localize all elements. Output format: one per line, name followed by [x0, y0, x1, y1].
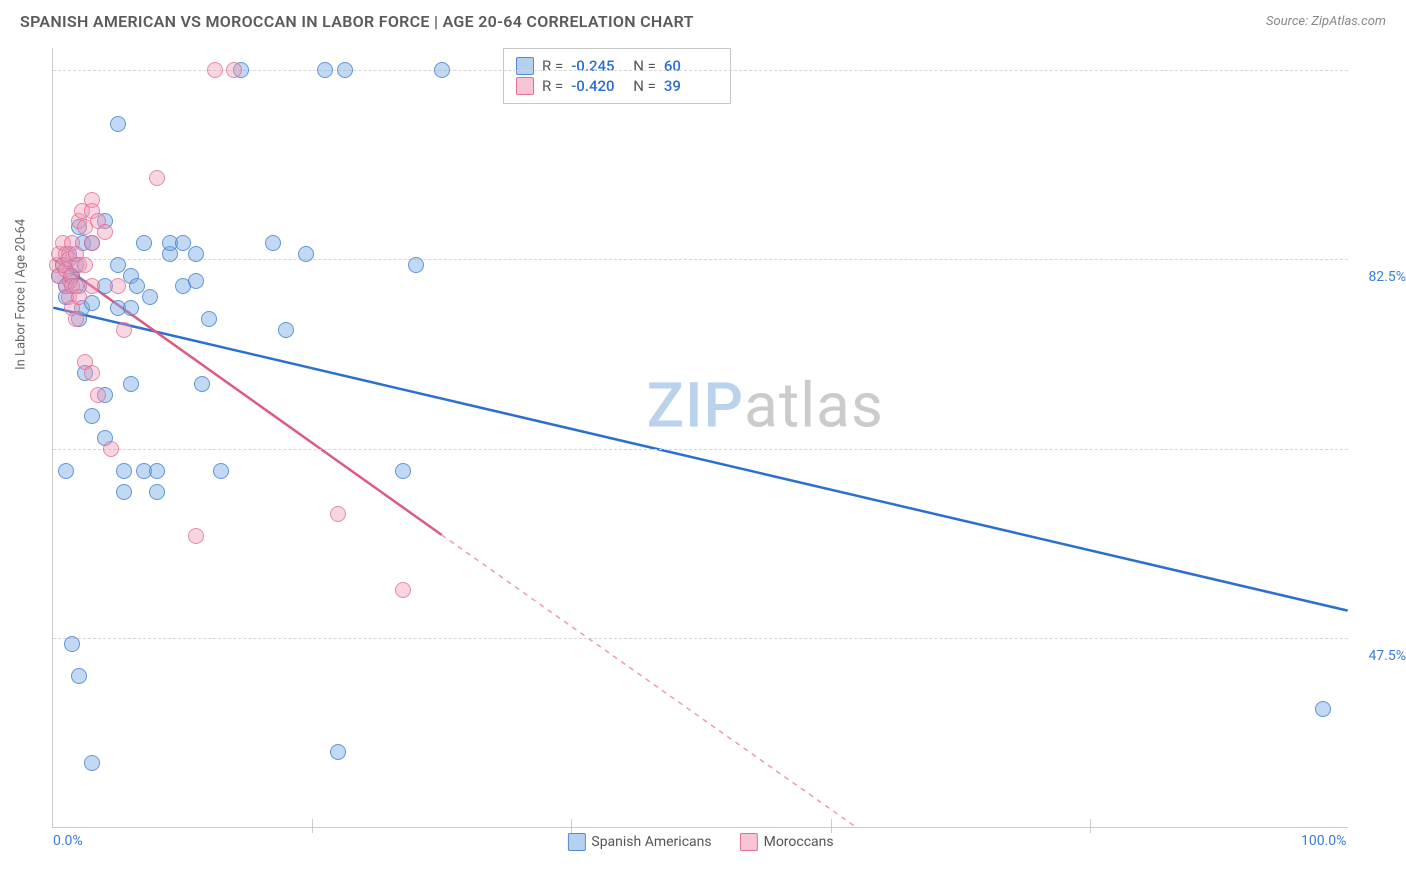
- x-tick-label: 100.0%: [1301, 833, 1346, 849]
- data-point: [188, 246, 204, 262]
- data-point: [395, 463, 411, 479]
- swatch-icon: [516, 57, 534, 75]
- gridline-h: [53, 449, 1348, 450]
- data-point: [149, 463, 165, 479]
- gridline-h: [53, 259, 1348, 260]
- chart-source: Source: ZipAtlas.com: [1266, 14, 1386, 29]
- gridline-h: [53, 638, 1348, 639]
- data-point: [213, 463, 229, 479]
- x-tick: [571, 827, 572, 833]
- y-axis-title: In Labor Force | Age 20-64: [14, 218, 29, 369]
- trend-lines: [53, 48, 1348, 827]
- data-point: [68, 311, 84, 327]
- data-point: [116, 484, 132, 500]
- stats-row: R = -0.420 N = 39: [516, 77, 718, 95]
- data-point: [84, 278, 100, 294]
- stat-n-label: N =: [633, 57, 656, 75]
- data-point: [84, 408, 100, 424]
- x-legend: Spanish Americans Moroccans: [567, 833, 833, 851]
- data-point: [408, 257, 424, 273]
- data-point: [58, 463, 74, 479]
- data-point: [395, 582, 411, 598]
- data-point: [330, 744, 346, 760]
- y-tick-label: 47.5%: [1354, 648, 1406, 664]
- data-point: [64, 636, 80, 652]
- stat-n-value: 39: [664, 77, 718, 95]
- data-point: [207, 62, 223, 78]
- chart-header: SPANISH AMERICAN VS MOROCCAN IN LABOR FO…: [0, 0, 1406, 39]
- data-point: [71, 289, 87, 305]
- data-point: [103, 441, 119, 457]
- x-tick: [571, 819, 572, 827]
- swatch-icon: [516, 77, 534, 95]
- data-point: [278, 322, 294, 338]
- data-point: [110, 278, 126, 294]
- data-point: [194, 376, 210, 392]
- swatch-icon: [740, 833, 758, 851]
- watermark: ZIPatlas: [647, 370, 884, 443]
- data-point: [123, 376, 139, 392]
- data-point: [188, 528, 204, 544]
- watermark-zip: ZIP: [647, 370, 745, 443]
- x-tick: [312, 819, 313, 827]
- legend-item: Spanish Americans: [567, 833, 711, 851]
- data-point: [317, 62, 333, 78]
- data-point: [149, 484, 165, 500]
- legend-label: Spanish Americans: [591, 834, 711, 850]
- data-point: [149, 170, 165, 186]
- data-point: [265, 235, 281, 251]
- data-point: [116, 322, 132, 338]
- data-point: [97, 224, 113, 240]
- data-point: [136, 235, 152, 251]
- stats-box: R = -0.245 N = 60 R = -0.420 N = 39: [503, 48, 731, 104]
- x-tick: [312, 827, 313, 833]
- data-point: [226, 62, 242, 78]
- x-tick: [1090, 819, 1091, 827]
- scatter-chart: In Labor Force | Age 20-64 ZIPatlas R = …: [52, 48, 1348, 828]
- data-point: [116, 463, 132, 479]
- data-point: [84, 235, 100, 251]
- data-point: [84, 365, 100, 381]
- data-point: [142, 289, 158, 305]
- data-point: [110, 116, 126, 132]
- data-point: [330, 506, 346, 522]
- data-point: [188, 273, 204, 289]
- x-tick: [831, 827, 832, 833]
- swatch-icon: [567, 833, 585, 851]
- stat-r-label: R =: [542, 77, 563, 95]
- chart-title: SPANISH AMERICAN VS MOROCCAN IN LABOR FO…: [20, 12, 694, 31]
- x-tick: [1090, 827, 1091, 833]
- data-point: [84, 755, 100, 771]
- x-tick: [831, 819, 832, 827]
- stat-r-label: R =: [542, 57, 563, 75]
- data-point: [201, 311, 217, 327]
- stat-r-value: -0.245: [571, 57, 625, 75]
- data-point: [434, 62, 450, 78]
- legend-item: Moroccans: [740, 833, 834, 851]
- watermark-atlas: atlas: [744, 370, 884, 443]
- data-point: [123, 300, 139, 316]
- data-point: [77, 257, 93, 273]
- legend-label: Moroccans: [764, 834, 834, 850]
- stat-n-value: 60: [664, 57, 718, 75]
- data-point: [71, 668, 87, 684]
- stat-r-value: -0.420: [571, 77, 625, 95]
- y-tick-label: 82.5%: [1354, 269, 1406, 285]
- data-point: [337, 62, 353, 78]
- data-point: [298, 246, 314, 262]
- stat-n-label: N =: [633, 77, 656, 95]
- data-point: [90, 387, 106, 403]
- stats-row: R = -0.245 N = 60: [516, 57, 718, 75]
- x-tick-label: 0.0%: [53, 833, 83, 849]
- data-point: [1315, 701, 1331, 717]
